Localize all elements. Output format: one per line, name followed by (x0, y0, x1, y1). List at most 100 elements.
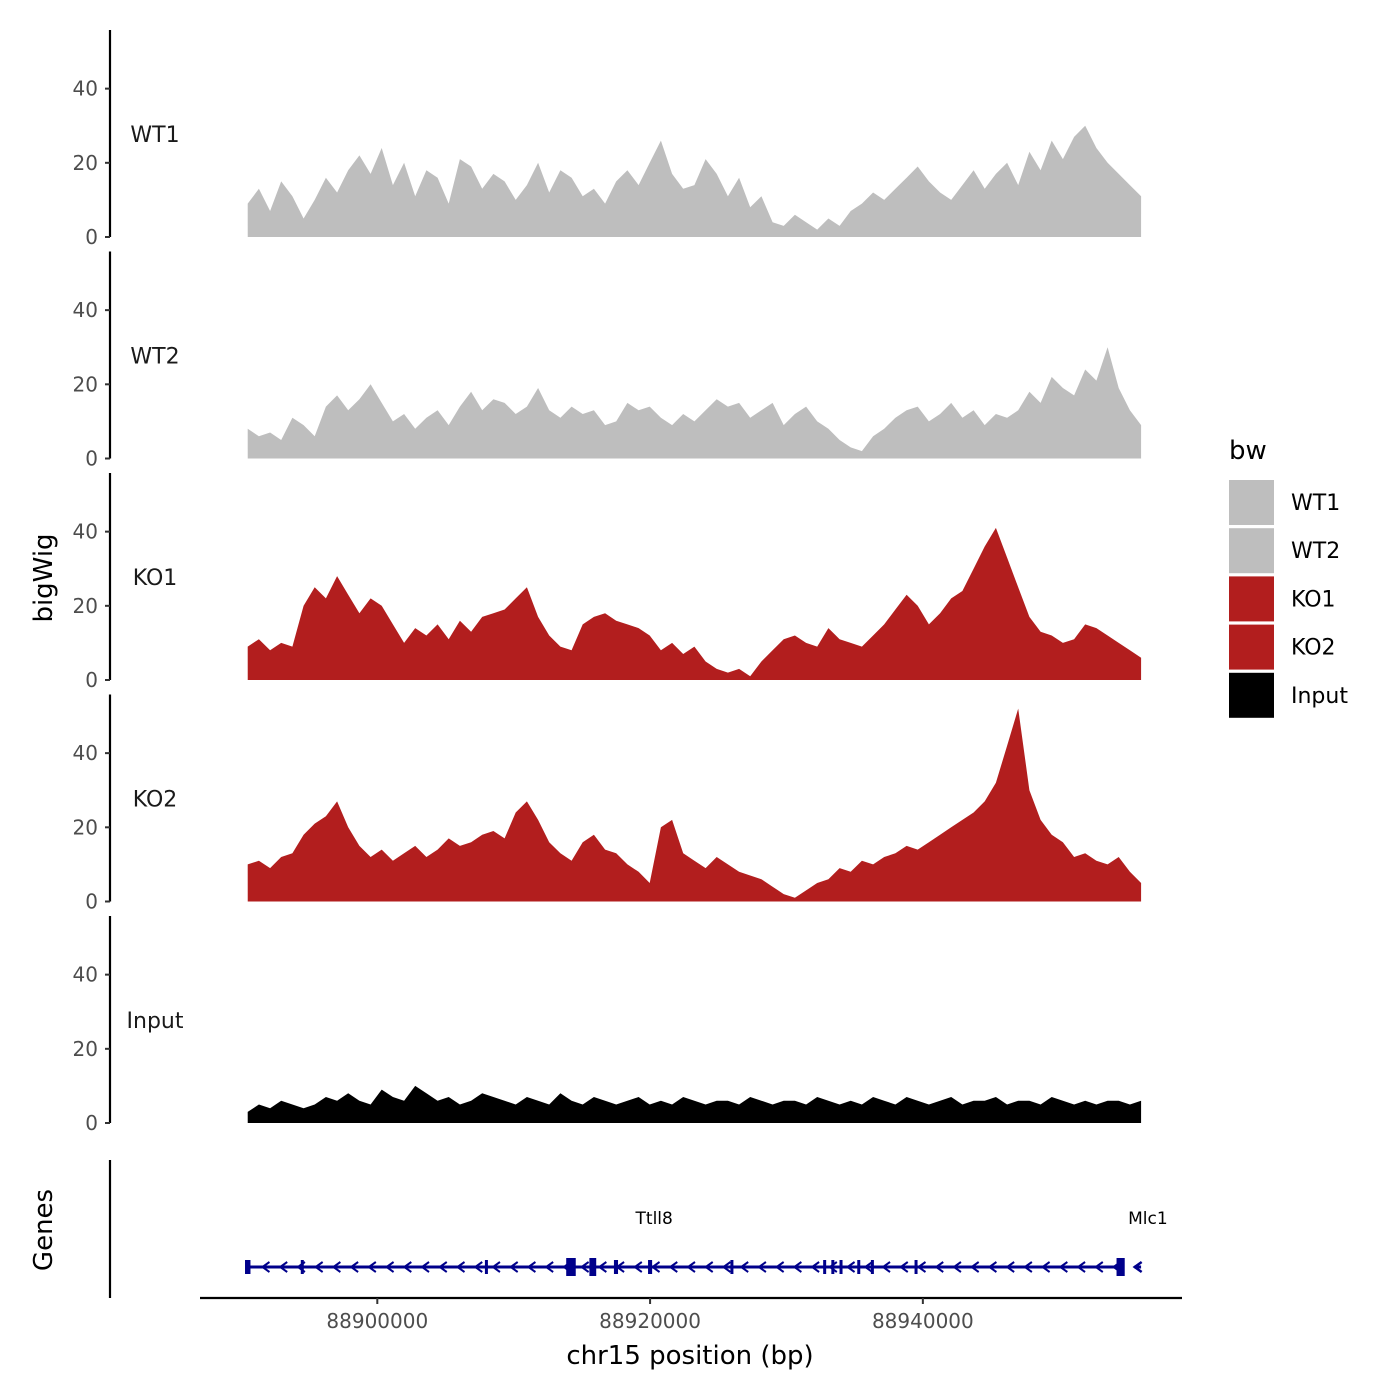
signal-area-ko2 (247, 708, 1142, 902)
strand-arrow (1005, 1261, 1015, 1273)
signal-area-wt2 (247, 347, 1142, 459)
legend-item-wt2: WT2 (1229, 528, 1340, 574)
strand-arrow (686, 1261, 696, 1273)
legend-swatch (1229, 576, 1274, 622)
legend: bw WT1 WT2 KO1 KO2 Input (1229, 436, 1348, 718)
y-tick-label: 40 (73, 298, 98, 322)
strand-arrow (881, 1261, 891, 1273)
track-wt2: 0 20 40 WT2 (73, 251, 1142, 471)
strand-arrow (845, 1261, 856, 1273)
track-label: WT1 (130, 123, 179, 148)
strand-arrow (313, 1261, 324, 1273)
strand-arrow (367, 1261, 377, 1273)
strand-arrow (668, 1261, 678, 1273)
y-tick-label: 40 (73, 520, 98, 544)
strand-arrow (1132, 1260, 1143, 1274)
strand-arrow (260, 1261, 271, 1273)
track-input: 0 20 40 Input (73, 916, 1142, 1135)
strand-arrow (721, 1261, 732, 1273)
gene-exon (730, 1260, 734, 1274)
gene-exon (831, 1260, 835, 1274)
x-axis: 88900000 88920000 88940000 (200, 1296, 1182, 1333)
gene-ttll8: Ttll8 (247, 1209, 1122, 1273)
x-tick-label: 88920000 (599, 1309, 701, 1333)
signal-area-wt1 (247, 125, 1142, 237)
track-ko2: 0 20 40 KO2 (73, 694, 1142, 914)
track-label: Input (127, 1009, 184, 1034)
gene-exon (484, 1260, 488, 1274)
strand-arrow (810, 1261, 820, 1273)
y-tick-label: 0 (85, 890, 98, 914)
strand-arrow (934, 1261, 944, 1273)
strand-arrow (331, 1261, 341, 1273)
y-tick-label: 20 (73, 372, 98, 396)
legend-label: KO1 (1291, 587, 1336, 612)
track-ko1: 0 20 40 KO1 (73, 473, 1142, 692)
strand-arrow (650, 1261, 661, 1273)
legend-label: WT2 (1291, 539, 1340, 564)
gene-exon (839, 1260, 843, 1274)
gene-exon (823, 1260, 827, 1274)
strand-arrow (916, 1261, 927, 1273)
gene-exon (566, 1258, 576, 1276)
strand-arrow (828, 1261, 838, 1273)
gene-exon (300, 1260, 304, 1274)
signal-tracks: 0 20 40 WT1 0 20 40 WT2 0 20 40 KO1 0 20 40 KO2 0 20 40 Inp… (73, 30, 1142, 1135)
y-tick-label: 0 (85, 1111, 98, 1135)
y-tick-label: 0 (85, 668, 98, 692)
strand-arrow (704, 1261, 714, 1273)
signal-area-ko1 (247, 527, 1142, 680)
gene-exon (245, 1260, 251, 1274)
strand-arrow (739, 1261, 749, 1273)
strand-arrow (1076, 1261, 1086, 1273)
genes-panel-title: Genes (29, 1189, 59, 1271)
strand-arrow (899, 1261, 909, 1273)
strand-arrow (544, 1261, 554, 1273)
strand-arrow (774, 1261, 785, 1273)
strand-arrow (633, 1261, 643, 1273)
strand-arrow (491, 1261, 501, 1273)
strand-arrow (1094, 1261, 1104, 1273)
x-tick-label: 88940000 (872, 1309, 974, 1333)
legend-label: KO2 (1291, 636, 1336, 661)
gene-label: Mlc1 (1128, 1209, 1168, 1229)
strand-arrow (349, 1261, 359, 1273)
track-wt1: 0 20 40 WT1 (73, 30, 1142, 249)
gene-exon (589, 1258, 597, 1276)
legend-label: Input (1291, 684, 1348, 709)
track-label: KO1 (133, 566, 178, 591)
legend-swatch (1229, 624, 1274, 670)
gene-exon (648, 1260, 653, 1274)
track-label: WT2 (130, 345, 179, 370)
legend-item-input: Input (1229, 672, 1348, 718)
strand-arrow (455, 1261, 466, 1273)
strand-arrow (597, 1261, 607, 1273)
y-tick-label: 20 (73, 151, 98, 175)
y-tick-label: 40 (73, 77, 98, 101)
gene-exon (870, 1260, 874, 1274)
gene-exon (1116, 1258, 1125, 1276)
strand-arrow (757, 1261, 767, 1273)
strand-arrow (792, 1261, 802, 1273)
strand-arrow (1040, 1261, 1051, 1273)
strand-arrow (863, 1261, 873, 1273)
strand-arrow (952, 1261, 962, 1273)
y-tick-label: 20 (73, 1037, 98, 1061)
legend-item-wt1: WT1 (1229, 480, 1340, 525)
strand-arrow (508, 1261, 519, 1273)
gene-exon (857, 1260, 861, 1274)
legend-swatch (1229, 480, 1274, 525)
strand-arrow (278, 1261, 288, 1273)
track-label: KO2 (133, 788, 178, 813)
gene-exon (914, 1260, 918, 1274)
strand-arrow (1058, 1261, 1068, 1273)
x-axis-title: chr15 position (bp) (566, 1341, 813, 1371)
legend-title: bw (1229, 436, 1267, 466)
strand-arrow (987, 1261, 998, 1273)
y-tick-label: 40 (73, 963, 98, 987)
x-tick-label: 88900000 (326, 1309, 428, 1333)
y-axis-title: bigWig (29, 533, 59, 622)
strand-arrow (384, 1261, 395, 1273)
y-tick-label: 0 (85, 447, 98, 471)
